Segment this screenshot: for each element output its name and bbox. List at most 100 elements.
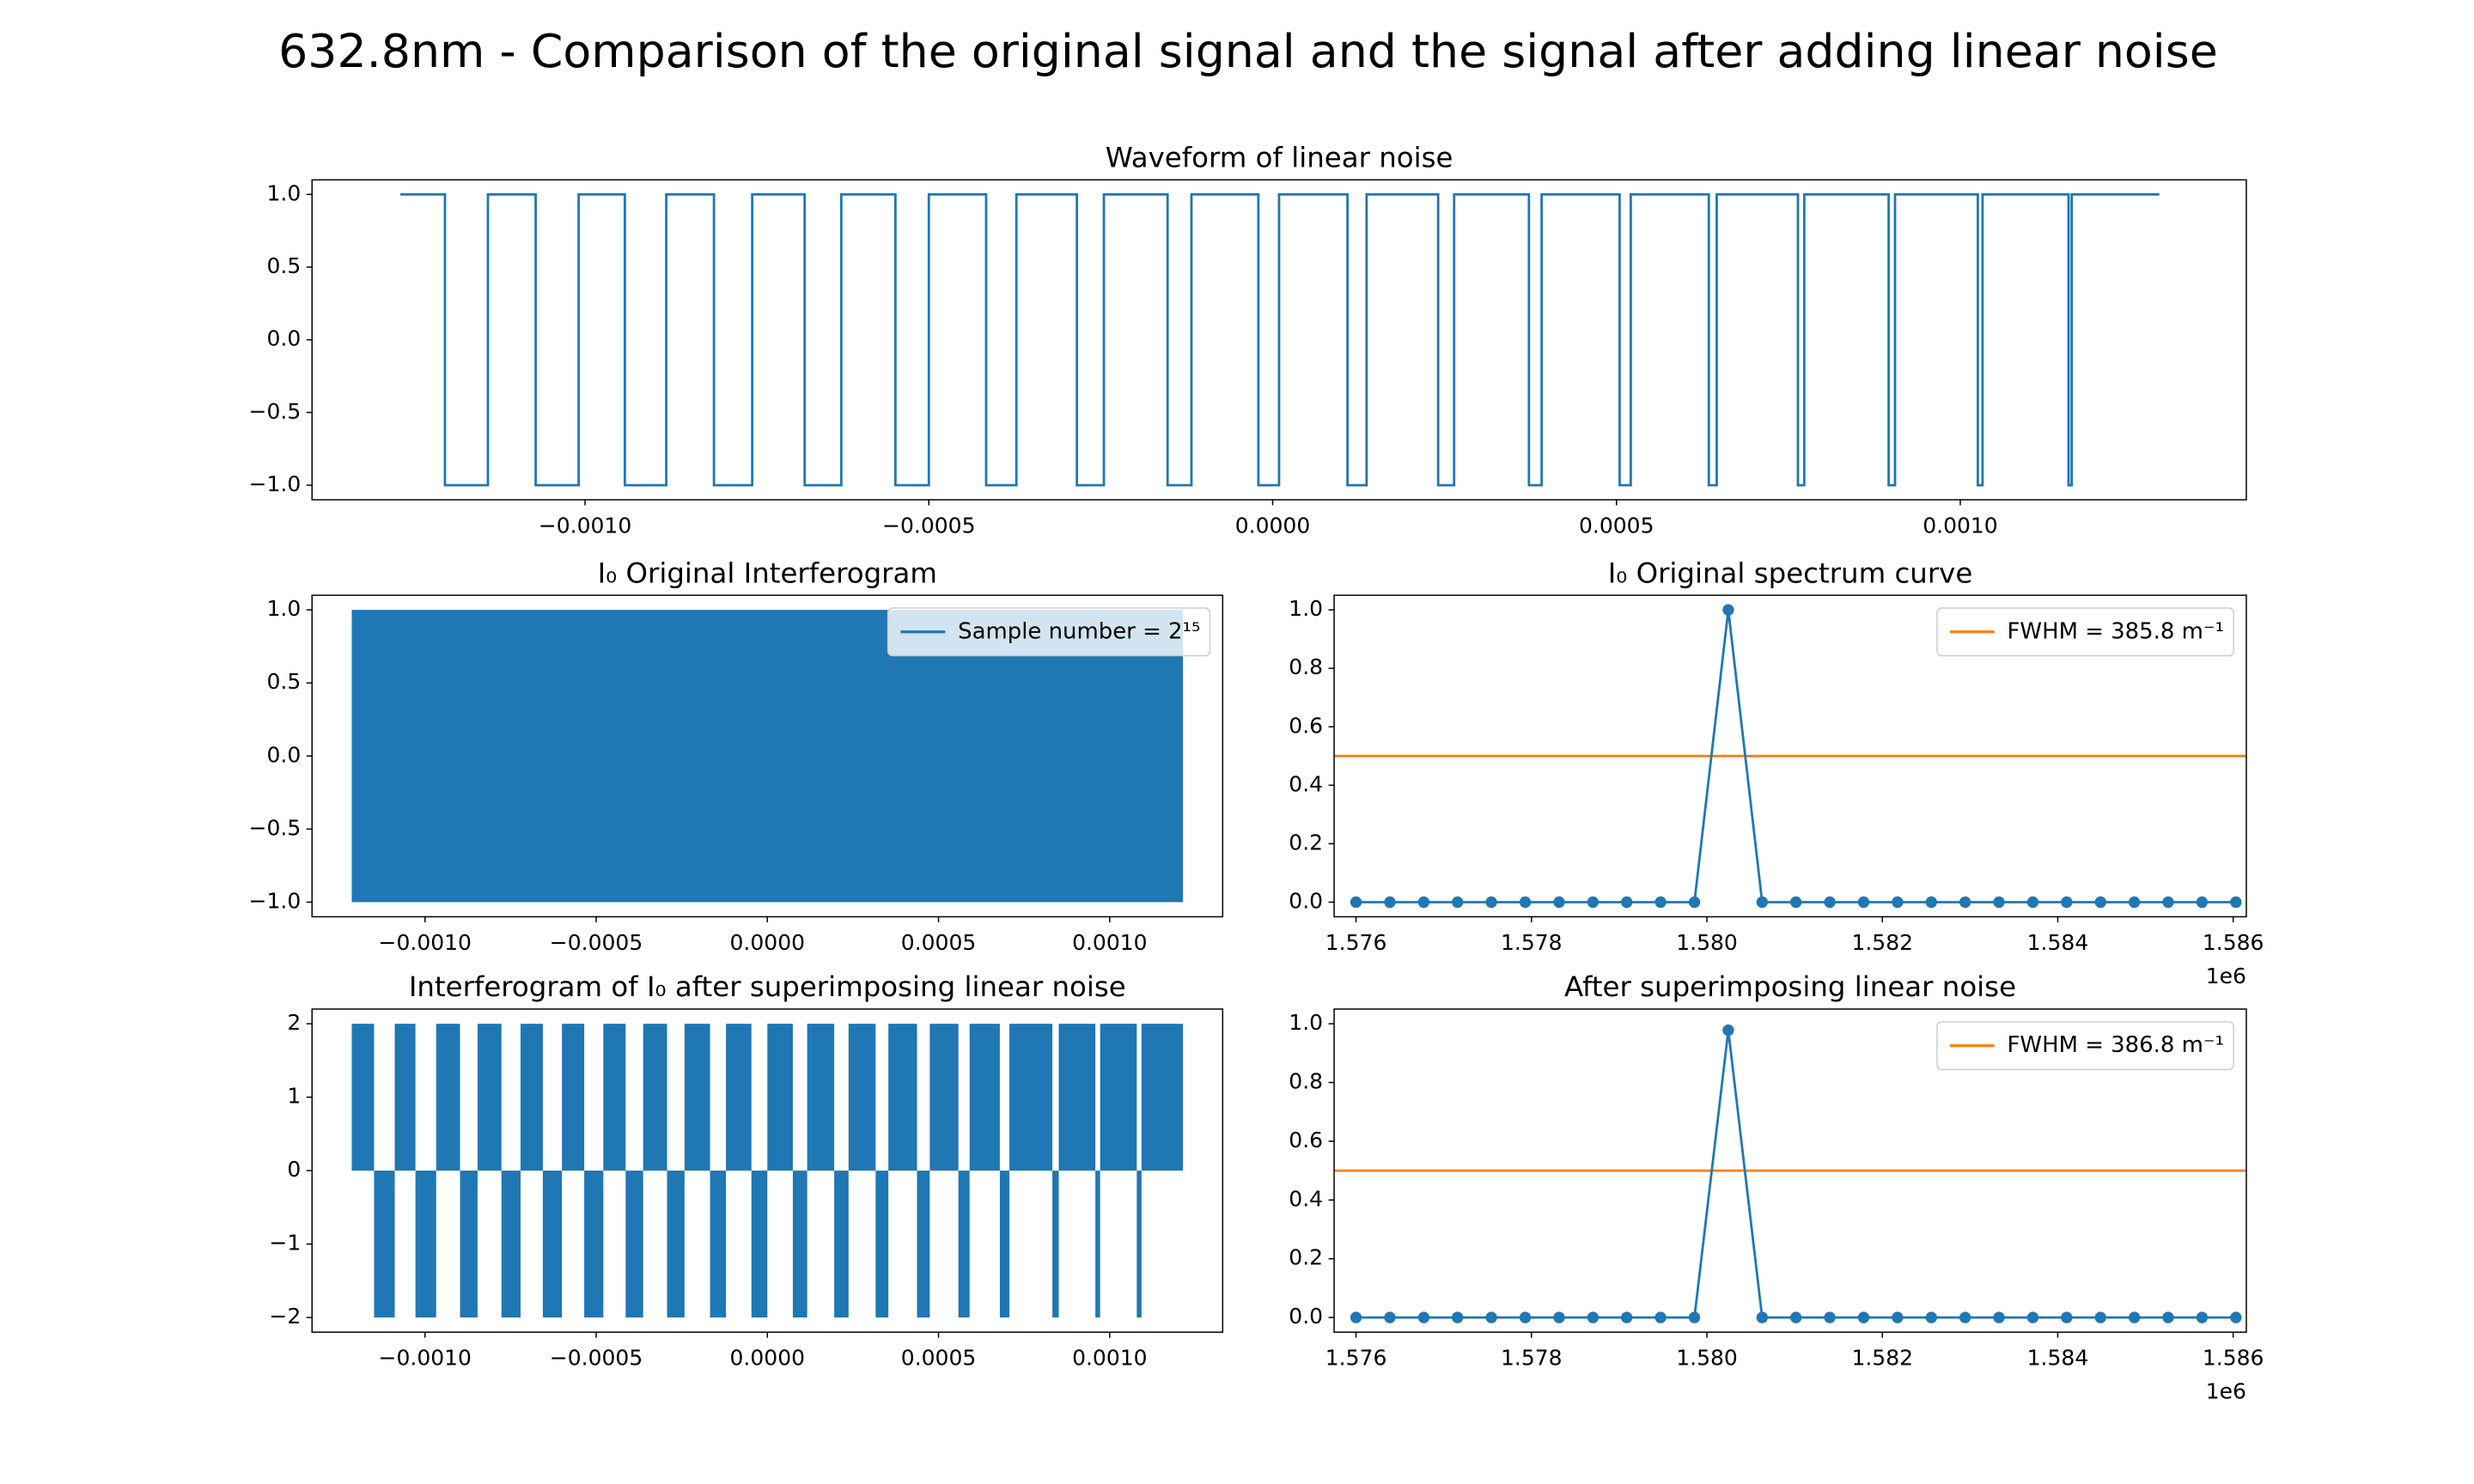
marker xyxy=(1350,1311,1362,1323)
marker xyxy=(2196,1311,2209,1323)
legend-label: FWHM = 386.8 m⁻¹ xyxy=(2008,1032,2225,1058)
signal-block xyxy=(1095,1171,1100,1318)
signal-block xyxy=(929,1024,959,1171)
y-tick-label: 2 xyxy=(287,1010,301,1035)
marker xyxy=(1417,896,1430,909)
x-tick-label: 1.586 xyxy=(2203,1346,2264,1371)
x-tick-label: −0.0010 xyxy=(539,513,631,538)
marker xyxy=(1857,1311,1870,1323)
marker xyxy=(1485,896,1497,909)
signal-block xyxy=(643,1024,667,1171)
signal-block xyxy=(351,1024,375,1171)
marker xyxy=(1654,1311,1667,1323)
marker xyxy=(1350,896,1362,909)
y-tick-label: −2 xyxy=(269,1304,301,1329)
signal-block xyxy=(436,1024,460,1171)
subplot-title: Interferogram of I₀ after superimposing … xyxy=(409,970,1126,1003)
y-tick-label: −0.5 xyxy=(249,815,302,840)
marker xyxy=(1756,896,1769,909)
x-tick-label: 0.0005 xyxy=(901,1346,976,1371)
y-tick-label: 0.5 xyxy=(267,253,302,278)
marker xyxy=(1587,1311,1600,1323)
x-tick-label: 1.584 xyxy=(2027,930,2089,955)
x-offset-label: 1e6 xyxy=(2206,964,2246,988)
y-tick-label: 0.8 xyxy=(1289,1068,1323,1093)
signal-block xyxy=(1136,1171,1142,1318)
axes-frame xyxy=(1333,594,2247,918)
marker xyxy=(1553,896,1565,909)
marker xyxy=(2162,896,2174,909)
legend-label: Sample number = 2¹⁵ xyxy=(958,618,1200,644)
subplot: Interferogram of I₀ after superimposing … xyxy=(269,970,1224,1371)
y-tick-label: −1.0 xyxy=(249,471,302,496)
marker xyxy=(1519,1311,1532,1323)
signal-block xyxy=(394,1024,416,1171)
signal-block xyxy=(603,1024,626,1171)
signal-block xyxy=(917,1171,930,1318)
marker xyxy=(1925,1311,1937,1323)
legend: FWHM = 385.8 m⁻¹ xyxy=(1936,607,2234,657)
x-tick-label: 0.0000 xyxy=(1235,513,1310,538)
x-tick-label: −0.0005 xyxy=(550,930,643,955)
subplot-title: I₀ Original spectrum curve xyxy=(1608,556,1973,589)
y-tick-label: 0.0 xyxy=(1289,888,1323,913)
signal-block xyxy=(888,1024,917,1171)
x-tick-label: 0.0000 xyxy=(730,930,805,955)
marker xyxy=(2128,896,2141,909)
signal-block xyxy=(792,1171,807,1318)
signal-block xyxy=(1009,1024,1053,1171)
legend: Sample number = 2¹⁵ xyxy=(887,607,1211,657)
signal-block xyxy=(562,1024,585,1171)
y-tick-label: 0.2 xyxy=(1289,1245,1323,1270)
marker xyxy=(1824,896,1836,909)
signal-block xyxy=(374,1171,395,1318)
marker xyxy=(1722,1024,1734,1037)
y-tick-label: 1.0 xyxy=(267,596,302,621)
x-tick-label: 0.0010 xyxy=(1072,930,1147,955)
signal-block xyxy=(710,1171,727,1318)
y-tick-label: 0 xyxy=(287,1157,301,1182)
x-tick-label: 1.578 xyxy=(1501,1346,1563,1371)
y-tick-label: 1.0 xyxy=(1289,596,1323,621)
signal-block xyxy=(684,1024,710,1171)
signal-block xyxy=(726,1024,752,1171)
marker xyxy=(1384,896,1396,909)
x-tick-label: 0.0010 xyxy=(1923,513,1997,538)
marker xyxy=(1892,896,1904,909)
axes-frame xyxy=(311,1008,1224,1333)
y-tick-label: 0.8 xyxy=(1289,654,1323,679)
y-tick-label: 0.0 xyxy=(1289,1304,1323,1329)
signal-block xyxy=(351,610,1184,903)
y-tick-label: −1.0 xyxy=(249,888,302,913)
marker xyxy=(1993,896,2005,909)
x-tick-label: 0.0010 xyxy=(1072,1346,1147,1371)
marker xyxy=(1688,1311,1701,1323)
marker xyxy=(2094,896,2106,909)
marker xyxy=(2061,896,2073,909)
legend-box xyxy=(887,607,1211,657)
legend-box xyxy=(1936,1021,2234,1071)
marker xyxy=(2230,896,2242,909)
y-tick-label: 1.0 xyxy=(1289,1010,1323,1035)
marker xyxy=(2230,1311,2242,1323)
step-line xyxy=(400,192,2160,487)
x-tick-label: 1.586 xyxy=(2203,930,2264,955)
subplot: Waveform of linear noise −1.0 −0.5 0.0 0.5 1.… xyxy=(249,142,2247,538)
axes-frame xyxy=(311,179,2247,501)
x-tick-label: 1.578 xyxy=(1501,930,1563,955)
x-tick-label: −0.0005 xyxy=(882,513,975,538)
figure-title: 632.8nm - Comparison of the original sig… xyxy=(278,24,2218,78)
marker xyxy=(1384,1311,1396,1323)
y-tick-label: 0.2 xyxy=(1289,830,1323,855)
marker xyxy=(1993,1311,2005,1323)
signal-block xyxy=(415,1171,436,1318)
marker xyxy=(1587,896,1600,909)
marker xyxy=(2128,1311,2141,1323)
signal-block xyxy=(501,1171,521,1318)
x-tick-label: 1.582 xyxy=(1851,1346,1913,1371)
signal-block xyxy=(542,1171,563,1318)
marker xyxy=(1519,896,1532,909)
marker xyxy=(1892,1311,1904,1323)
